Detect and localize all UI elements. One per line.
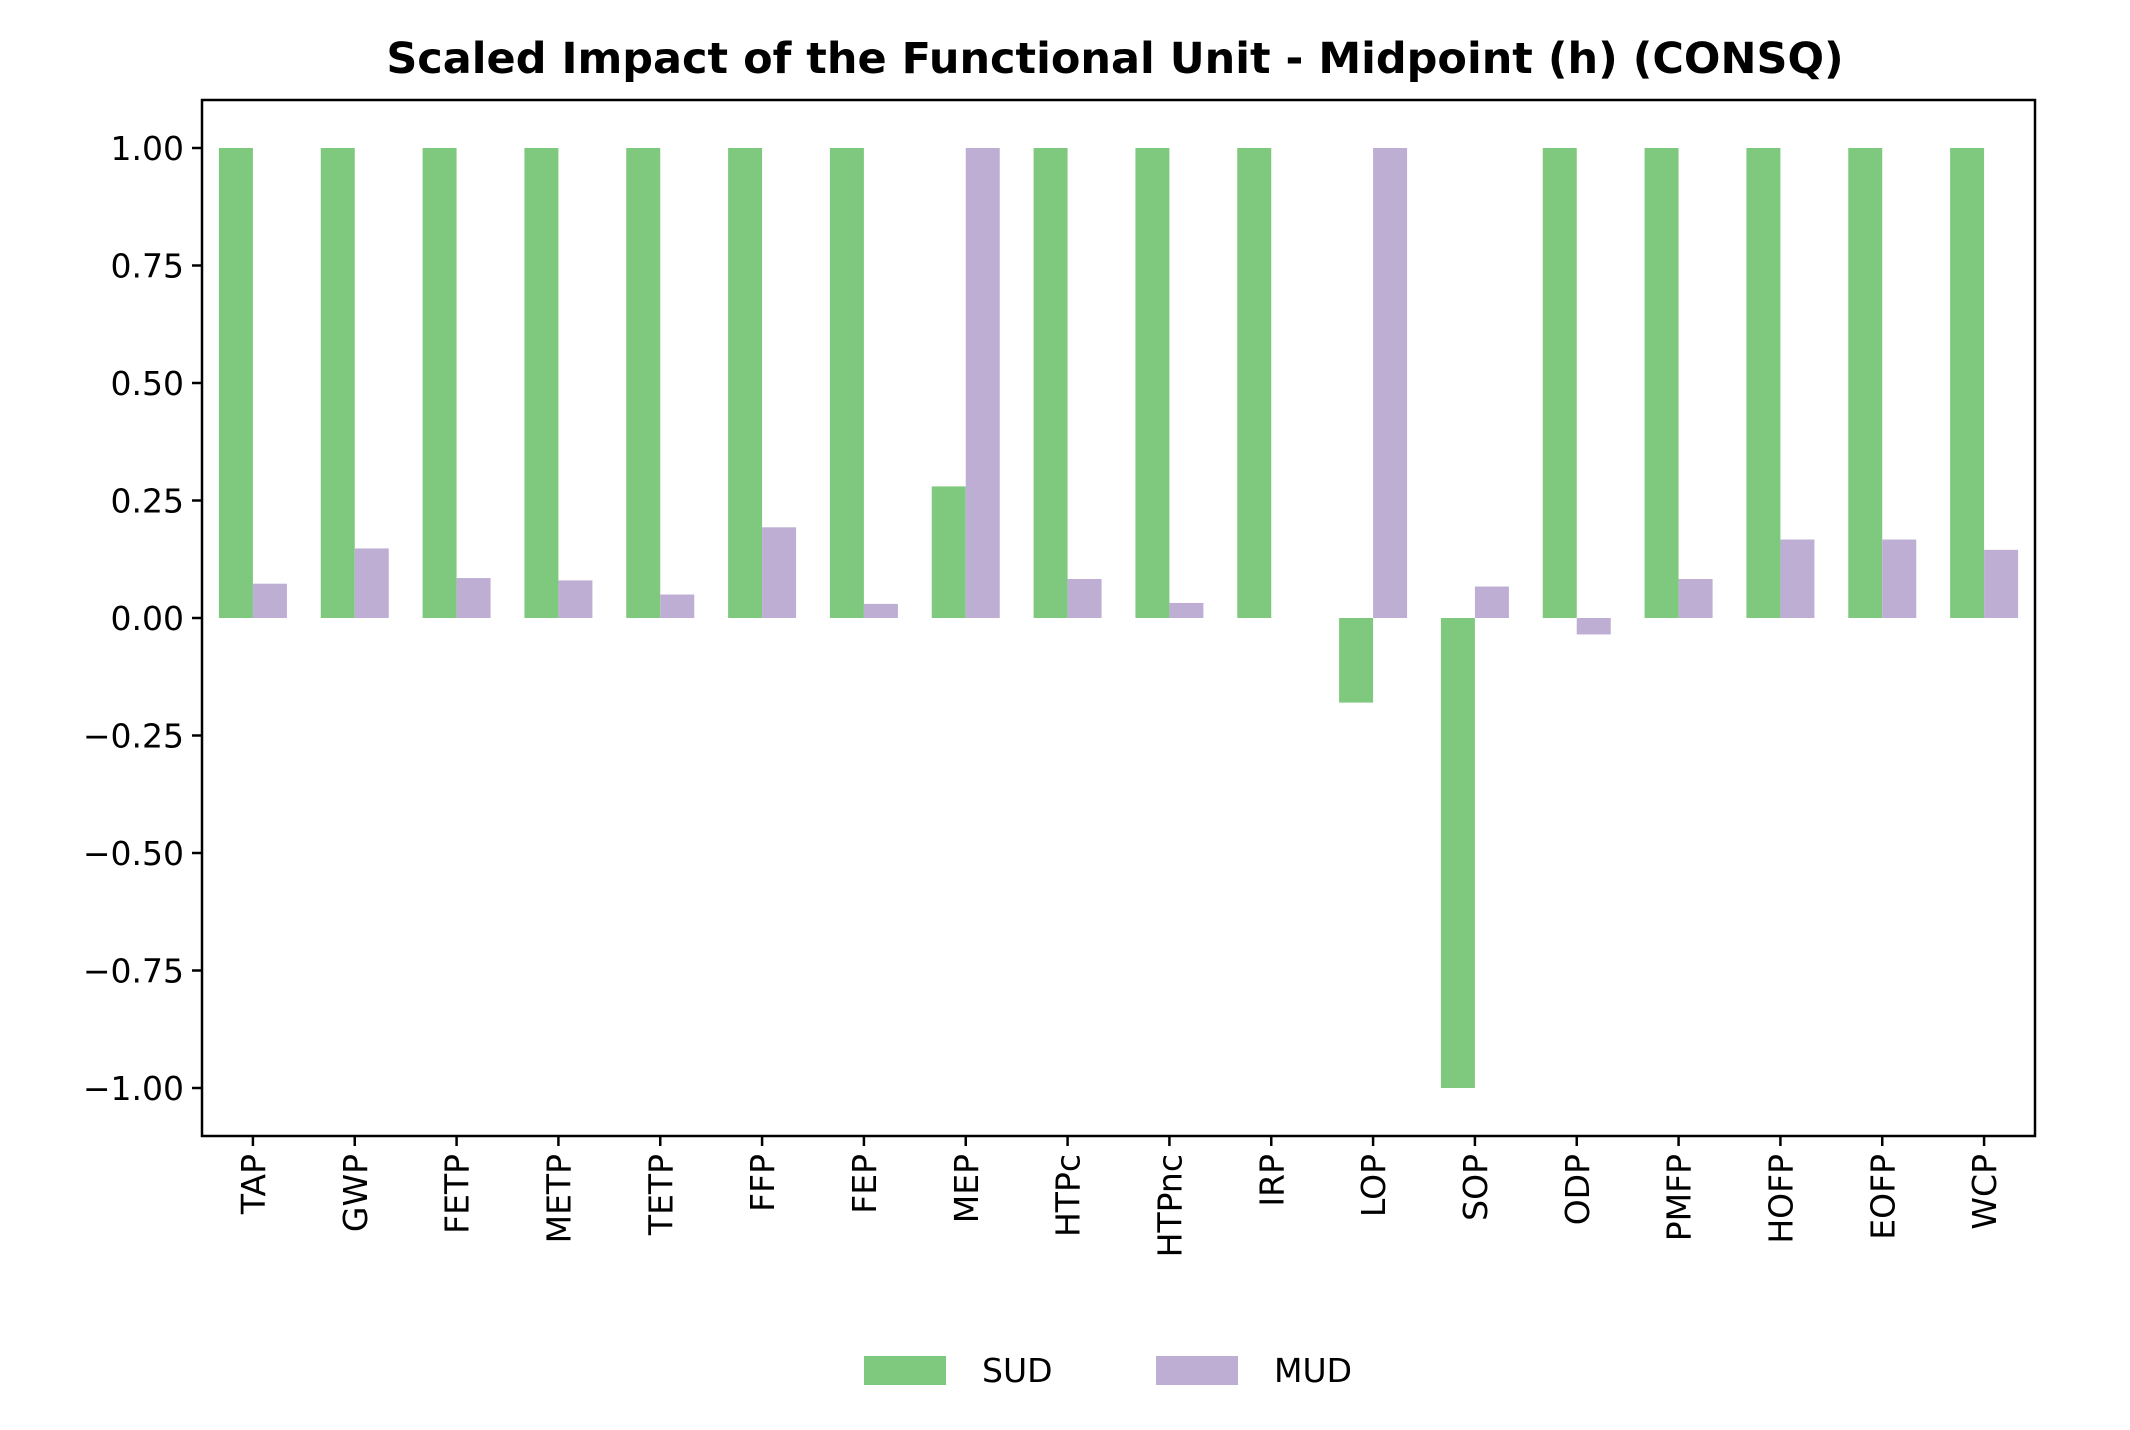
bar-sud-lop bbox=[1339, 618, 1374, 703]
bar-mud-htpnc bbox=[1169, 602, 1204, 618]
y-tick-label: 1.00 bbox=[111, 129, 184, 168]
bar-mud-htpc bbox=[1067, 578, 1102, 618]
bar-mud-wcp bbox=[1984, 549, 2019, 618]
bars-group bbox=[218, 148, 2019, 1088]
x-tick-label-mep: MEP bbox=[947, 1154, 986, 1223]
bar-mud-hofp bbox=[1780, 539, 1815, 618]
bar-sud-eofp bbox=[1848, 148, 1883, 618]
x-tick-label-pmfp: PMFP bbox=[1660, 1154, 1699, 1241]
bar-sud-wcp bbox=[1950, 148, 1985, 618]
bar-sud-htpc bbox=[1033, 148, 1068, 618]
bar-mud-gwp bbox=[354, 548, 389, 618]
x-tick-label-fetp: FETP bbox=[438, 1154, 477, 1234]
bar-sud-pmfp bbox=[1644, 148, 1679, 618]
y-tick-label: −0.75 bbox=[83, 952, 184, 991]
y-axis: 1.00 0.75 0.50 0.25 0.00 −0.25 −0.50 −0.75 −1.00 bbox=[83, 129, 202, 1108]
x-tick-label-htpc: HTPc bbox=[1049, 1154, 1088, 1237]
bar-sud-tetp bbox=[626, 148, 661, 618]
legend: SUD MUD bbox=[864, 1351, 1352, 1390]
y-tick-label: 0.50 bbox=[111, 364, 184, 403]
x-tick-label-fep: FEP bbox=[845, 1154, 884, 1214]
bar-sud-tap bbox=[218, 148, 253, 618]
bar-mud-tap bbox=[252, 583, 287, 618]
y-tick-label: 0.75 bbox=[111, 247, 184, 286]
x-tick-label-gwp: GWP bbox=[336, 1154, 375, 1232]
x-tick-label-htpnc: HTPnc bbox=[1150, 1154, 1189, 1257]
x-tick-label-sop: SOP bbox=[1456, 1154, 1495, 1221]
y-tick-label: −1.00 bbox=[83, 1069, 184, 1108]
bar-sud-sop bbox=[1440, 618, 1475, 1088]
bar-sud-gwp bbox=[320, 148, 355, 618]
y-tick-label: 0.25 bbox=[111, 482, 184, 521]
bar-mud-odp bbox=[1576, 618, 1611, 635]
bar-mud-mep bbox=[965, 148, 1000, 618]
bar-sud-mep bbox=[931, 486, 966, 618]
bar-sud-ffp bbox=[728, 148, 763, 618]
x-tick-label-metp: METP bbox=[539, 1154, 578, 1243]
x-tick-label-tetp: TETP bbox=[641, 1154, 680, 1236]
y-tick-label: −0.25 bbox=[83, 717, 184, 756]
bar-sud-odp bbox=[1542, 148, 1577, 618]
y-tick-label: 0.00 bbox=[111, 599, 184, 638]
legend-label-mud: MUD bbox=[1274, 1351, 1352, 1390]
x-tick-label-irp: IRP bbox=[1252, 1154, 1291, 1207]
bar-mud-metp bbox=[558, 580, 593, 618]
x-tick-label-lop: LOP bbox=[1354, 1154, 1393, 1217]
x-axis: TAP GWP FETP METP TETP FFP FEP MEP HTPc HTPnc IRP L… bbox=[234, 1136, 2004, 1257]
legend-swatch-mud bbox=[1156, 1356, 1238, 1385]
x-tick-label-ffp: FFP bbox=[743, 1154, 782, 1212]
bar-mud-fep bbox=[863, 603, 898, 618]
bar-mud-eofp bbox=[1882, 539, 1917, 618]
bar-mud-fetp bbox=[456, 578, 491, 618]
bar-sud-fep bbox=[829, 148, 864, 618]
bar-mud-lop bbox=[1373, 148, 1408, 618]
x-tick-label-odp: ODP bbox=[1558, 1154, 1597, 1225]
bar-mud-sop bbox=[1474, 586, 1509, 618]
legend-swatch-sud bbox=[864, 1356, 946, 1385]
y-tick-label: −0.50 bbox=[83, 834, 184, 873]
bar-mud-pmfp bbox=[1678, 578, 1713, 618]
bar-mud-tetp bbox=[660, 594, 695, 618]
bar-mud-ffp bbox=[762, 527, 797, 618]
bar-sud-hofp bbox=[1746, 148, 1781, 618]
bar-sud-metp bbox=[524, 148, 559, 618]
legend-label-sud: SUD bbox=[982, 1351, 1053, 1390]
x-tick-label-wcp: WCP bbox=[1965, 1154, 2004, 1230]
x-tick-label-eofp: EOFP bbox=[1863, 1154, 1902, 1240]
x-tick-label-hofp: HOFP bbox=[1761, 1154, 1800, 1244]
chart-title: Scaled Impact of the Functional Unit - M… bbox=[386, 34, 1843, 84]
bar-sud-irp bbox=[1237, 148, 1272, 618]
bar-sud-fetp bbox=[422, 148, 457, 618]
bar-sud-htpnc bbox=[1135, 148, 1170, 618]
x-tick-label-tap: TAP bbox=[234, 1154, 273, 1215]
